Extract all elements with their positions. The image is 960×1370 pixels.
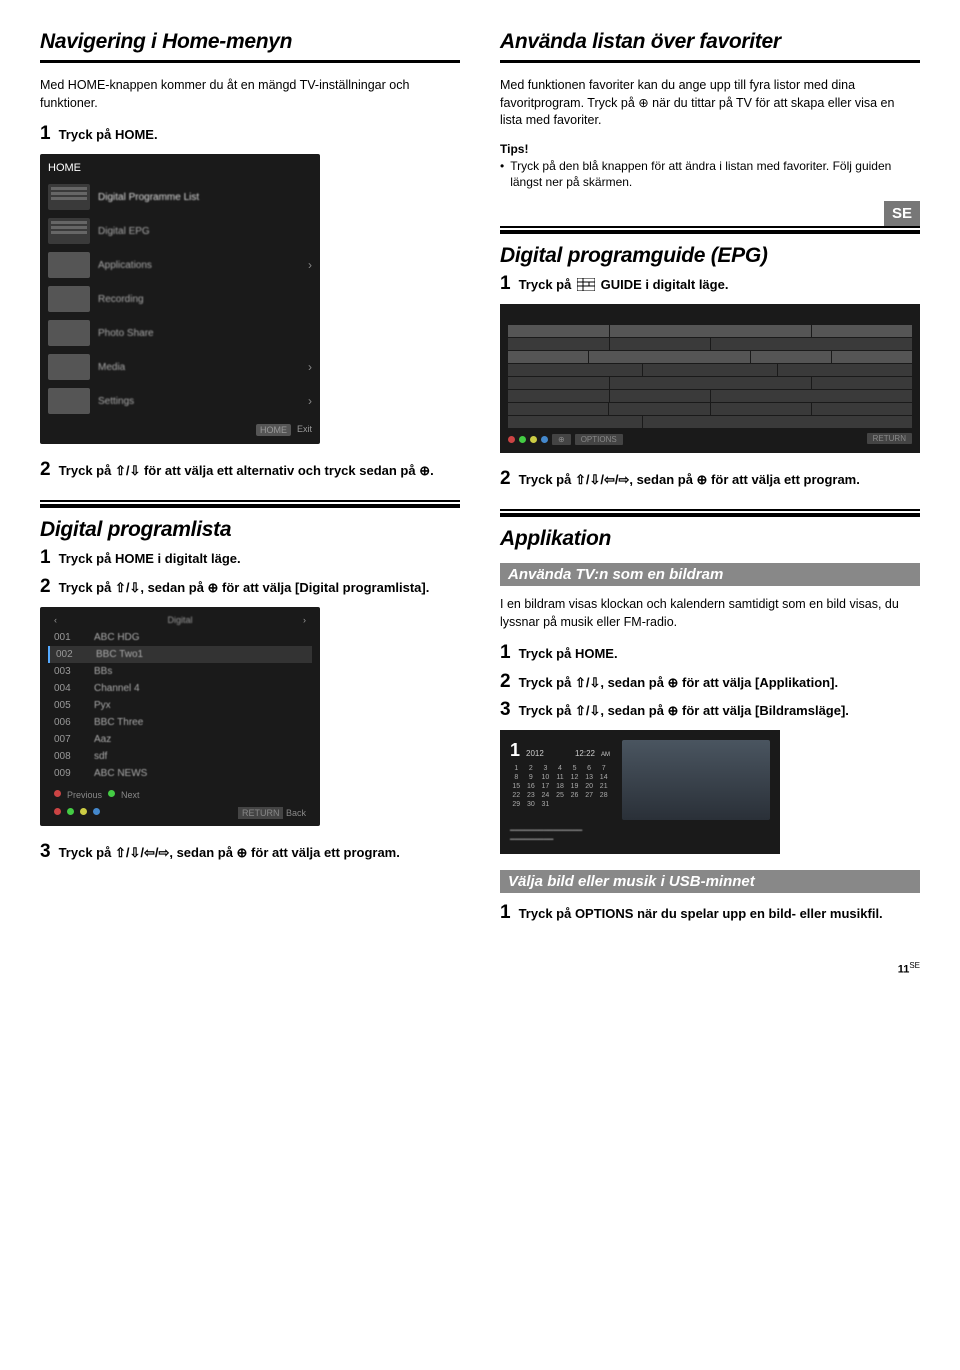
step-text: Tryck på ⇧/⇩, sedan på ⊕ för att välja [… xyxy=(59,577,430,597)
nav-section: Navigering i Home-menyn Med HOME-knappen… xyxy=(40,30,460,480)
epg-screenshot: ​​​​ ⊕ OPTIONS RETURN xyxy=(500,304,920,453)
step-text: Tryck på GUIDE i digitalt läge. xyxy=(519,274,729,294)
section-bar xyxy=(40,500,460,508)
step-text: Tryck på ⇧/⇩/⇦/⇨, sedan på ⊕ för att väl… xyxy=(519,469,860,489)
divider xyxy=(40,60,460,63)
step-text: Tryck på HOME i digitalt läge. xyxy=(59,548,241,568)
step-text: Tryck på HOME. xyxy=(59,124,158,144)
step-number: 1 xyxy=(40,124,51,144)
app-body: I en bildram visas klockan och kalendern… xyxy=(500,596,920,631)
fav-title: Använda listan över favoriter xyxy=(500,30,920,54)
home-header: HOME xyxy=(48,162,312,174)
nav-intro: Med HOME-knappen kommer du åt en mängd T… xyxy=(40,77,460,112)
nav-title: Navigering i Home-menyn xyxy=(40,30,460,54)
frame-screenshot: 1 2012 12:22 AM 1234567 891011121314 151… xyxy=(500,730,780,854)
app-section: Applikation Använda TV:n som en bildram … xyxy=(500,509,920,923)
language-badge: SE xyxy=(884,201,920,226)
dpl-section: Digital programlista 1 Tryck på HOME i d… xyxy=(40,500,460,862)
step-text: Tryck på ⇧/⇩ för att välja ett alternati… xyxy=(59,460,434,480)
program-list-screenshot: ‹Digital› 001ABC HDG 002BBC Two1 003BBs … xyxy=(40,607,320,826)
app-title: Applikation xyxy=(500,527,920,551)
page-number: 11SE xyxy=(40,961,920,976)
dpl-title: Digital programlista xyxy=(40,518,460,542)
favorites-section: Använda listan över favoriter Med funkti… xyxy=(500,30,920,191)
home-menu-screenshot: HOME Digital Programme List Digital EPG … xyxy=(40,154,320,444)
guide-icon xyxy=(577,278,595,291)
tips-bullet: Tryck på den blå knappen för att ändra i… xyxy=(500,158,920,192)
app-subheader: Använda TV:n som en bildram xyxy=(500,563,920,586)
fav-body: Med funktionen favoriter kan du ange upp… xyxy=(500,77,920,130)
epg-title: Digital programguide (EPG) xyxy=(500,244,920,268)
epg-section: Digital programguide (EPG) 1 Tryck på GU… xyxy=(500,226,920,489)
usb-subheader: Välja bild eller musik i USB-minnet xyxy=(500,870,920,893)
step-number: 2 xyxy=(40,460,51,480)
step-text: Tryck på ⇧/⇩/⇦/⇨, sedan på ⊕ för att väl… xyxy=(59,842,400,862)
tips-label: Tips! xyxy=(500,142,920,156)
